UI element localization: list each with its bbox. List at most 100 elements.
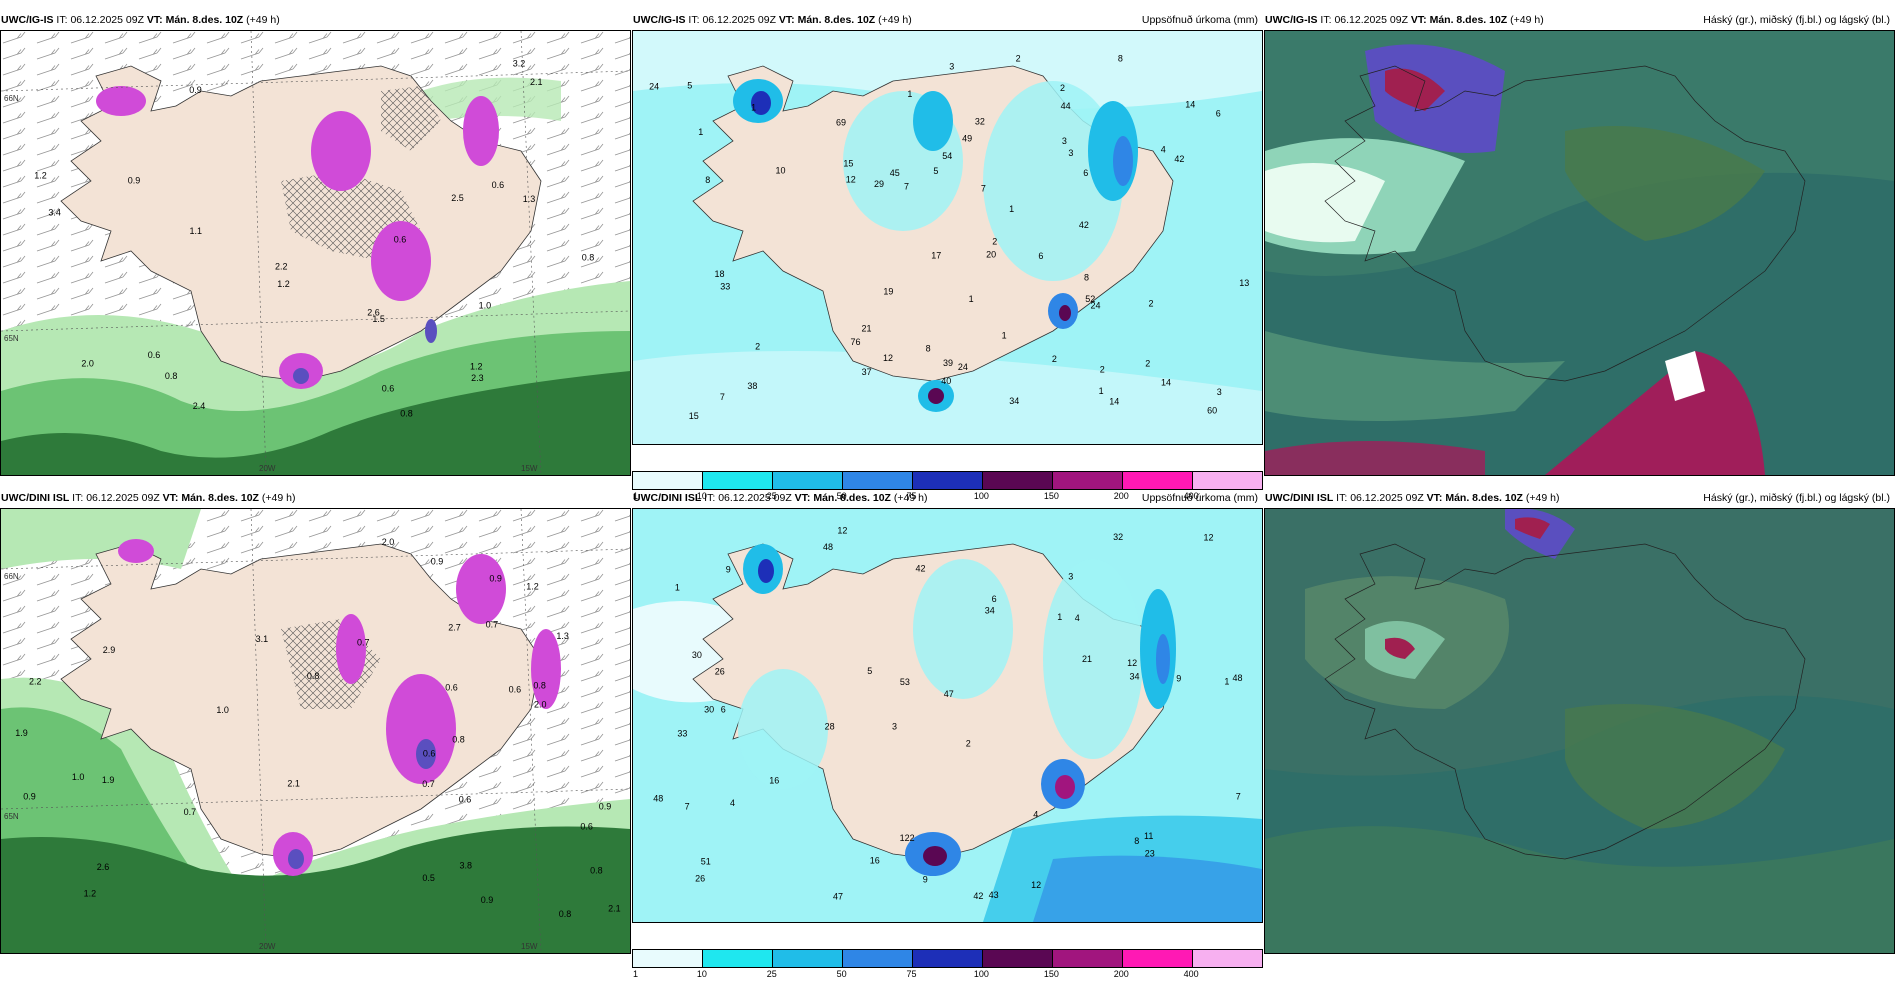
map-value-label: 2.0 (81, 358, 94, 368)
map-value-label: 1 (751, 103, 756, 113)
map-value-label: 0.6 (445, 683, 458, 693)
panel-header: UWC/IG-IS IT: 06.12.2025 09Z VT: Mán. 8.… (632, 10, 1262, 30)
map-value-label: 24 (649, 82, 659, 92)
map-value-label: 48 (653, 793, 663, 803)
map-value-label: 1 (1002, 330, 1007, 340)
colorbar-segment (1123, 950, 1193, 967)
map-value-label: 6 (1083, 168, 1088, 178)
map-value-label: 8 (705, 175, 710, 185)
map-value-label: 1.2 (470, 362, 483, 372)
lead-time: (+49 h) (1510, 14, 1544, 26)
map-value-label: 2 (966, 738, 971, 748)
map-value-label: 5 (933, 166, 938, 176)
map-area: 7 2 2 1 1 2 2 2 2 76 60 12 12 3 2 15 52 33 17 6 24 38 40 6 24 44 4… (632, 30, 1263, 445)
map-value-label: 33 (720, 282, 730, 292)
map-value-label: 0.9 (599, 802, 612, 812)
map-value-label: 21 (862, 324, 872, 334)
vt-label: VT: (162, 492, 179, 504)
map-value-label: 122 (900, 833, 915, 843)
map-value-label: 1.2 (277, 279, 290, 289)
map-value-label: 28 (825, 721, 835, 731)
map-value-label: 3 (1068, 571, 1073, 581)
map-value-label: 3.8 (460, 861, 473, 871)
map-value-label: 8 (1084, 272, 1089, 282)
model-name: UWC/IG-IS (633, 14, 686, 26)
map-value-label: 21 (1082, 654, 1092, 664)
map-value-label: 7 (720, 392, 725, 402)
map-value-label: 3 (1068, 148, 1073, 158)
map-value-label: 7 (981, 184, 986, 194)
map-value-label: 30 (704, 705, 714, 715)
colorbar-segment (1053, 950, 1123, 967)
panel-dini-layers: UWC/DINI ISL IT: 06.12.2025 09Z VT: Mán.… (1264, 488, 1895, 958)
map-value-label: 1.0 (72, 772, 85, 782)
map-value-label: 42 (916, 563, 926, 573)
map-value-label: 32 (1113, 532, 1123, 542)
map-value-label: 7 (1236, 791, 1241, 801)
lon-tick: 15W (521, 464, 538, 473)
colorbar-tick-label: 200 (1113, 969, 1129, 979)
map-value-label: 12 (1031, 880, 1041, 890)
colorbar-segment (633, 472, 703, 489)
map-value-label: 2.1 (530, 77, 543, 87)
init-time: 06.12.2025 09Z (718, 492, 792, 504)
map-value-label: 33 (677, 729, 687, 739)
map-value-label: 9 (726, 564, 731, 574)
colorbar-tick-label: 25 (766, 491, 777, 501)
map-value-label: 15 (843, 159, 853, 169)
map-value-label: 16 (769, 776, 779, 786)
lead-time: (+49 h) (878, 14, 912, 26)
layers-map-svg (1265, 509, 1894, 953)
valid-time: Mán. 8.des. 10Z (813, 492, 891, 504)
it-label: IT: (1336, 492, 1348, 504)
map-value-label: 14 (1109, 396, 1119, 406)
lead-time: (+49 h) (893, 492, 928, 504)
map-value-label: 76 (851, 337, 861, 347)
colorbar-tick-label: 50 (836, 491, 847, 501)
valid-time: Mán. 8.des. 10Z (1445, 492, 1523, 504)
colorbar-segment (983, 950, 1053, 967)
map-value-label: 0.9 (481, 895, 494, 905)
map-value-label: 2 (1060, 83, 1065, 93)
valid-time: Mán. 8.des. 10Z (1429, 14, 1508, 26)
colorbar-segment (773, 472, 843, 489)
map-value-label: 0.8 (559, 909, 572, 919)
map-value-label: 2.6 (97, 862, 110, 872)
colorbar-segment (703, 472, 773, 489)
map-value-label: 2 (755, 341, 760, 351)
panel-header: UWC/IG-IS IT: 06.12.2025 09Z VT: Mán. 8.… (0, 10, 630, 30)
map-value-label: 2.1 (608, 903, 621, 913)
colorbar-segment (913, 950, 983, 967)
map-value-label: 4 (1075, 613, 1080, 623)
map-value-label: 1 (1057, 612, 1062, 622)
map-value-label: 2.9 (103, 645, 116, 655)
map-value-label: 37 (862, 367, 872, 377)
map-value-label: 0.6 (423, 748, 436, 758)
map-value-label: 1.9 (102, 775, 115, 785)
colorbar-tick-label: 1 (633, 491, 639, 501)
colorbar-segment (1193, 472, 1262, 489)
map-value-label: 2 (1016, 54, 1021, 64)
map-value-label: 42 (1174, 154, 1184, 164)
colorbar-segment (843, 472, 913, 489)
map-value-label: 0.6 (580, 821, 593, 831)
map-value-label: 0.6 (148, 350, 161, 360)
map-value-label: 47 (833, 892, 843, 902)
lead-time: (+49 h) (1525, 492, 1560, 504)
lead-time: (+49 h) (261, 492, 296, 504)
map-value-label: 2.3 (471, 373, 484, 383)
panel-dini-cloud: UWC/DINI ISL IT: 06.12.2025 09Z VT: Mán.… (0, 488, 631, 958)
map-value-label: 8 (1134, 836, 1139, 846)
map-value-label: 15 (689, 411, 699, 421)
map-value-label: 1.1 (190, 226, 203, 236)
map-value-label: 1.0 (479, 300, 492, 310)
init-time: 06.12.2025 09Z (702, 14, 776, 26)
map-value-label: 2.6 (367, 307, 380, 317)
map-value-label: 53 (900, 677, 910, 687)
colorbar-segment (913, 472, 983, 489)
map-value-label: 32 (975, 116, 985, 126)
map-value-label: 11 (1144, 831, 1153, 841)
lat-tick: 65N (4, 812, 19, 821)
